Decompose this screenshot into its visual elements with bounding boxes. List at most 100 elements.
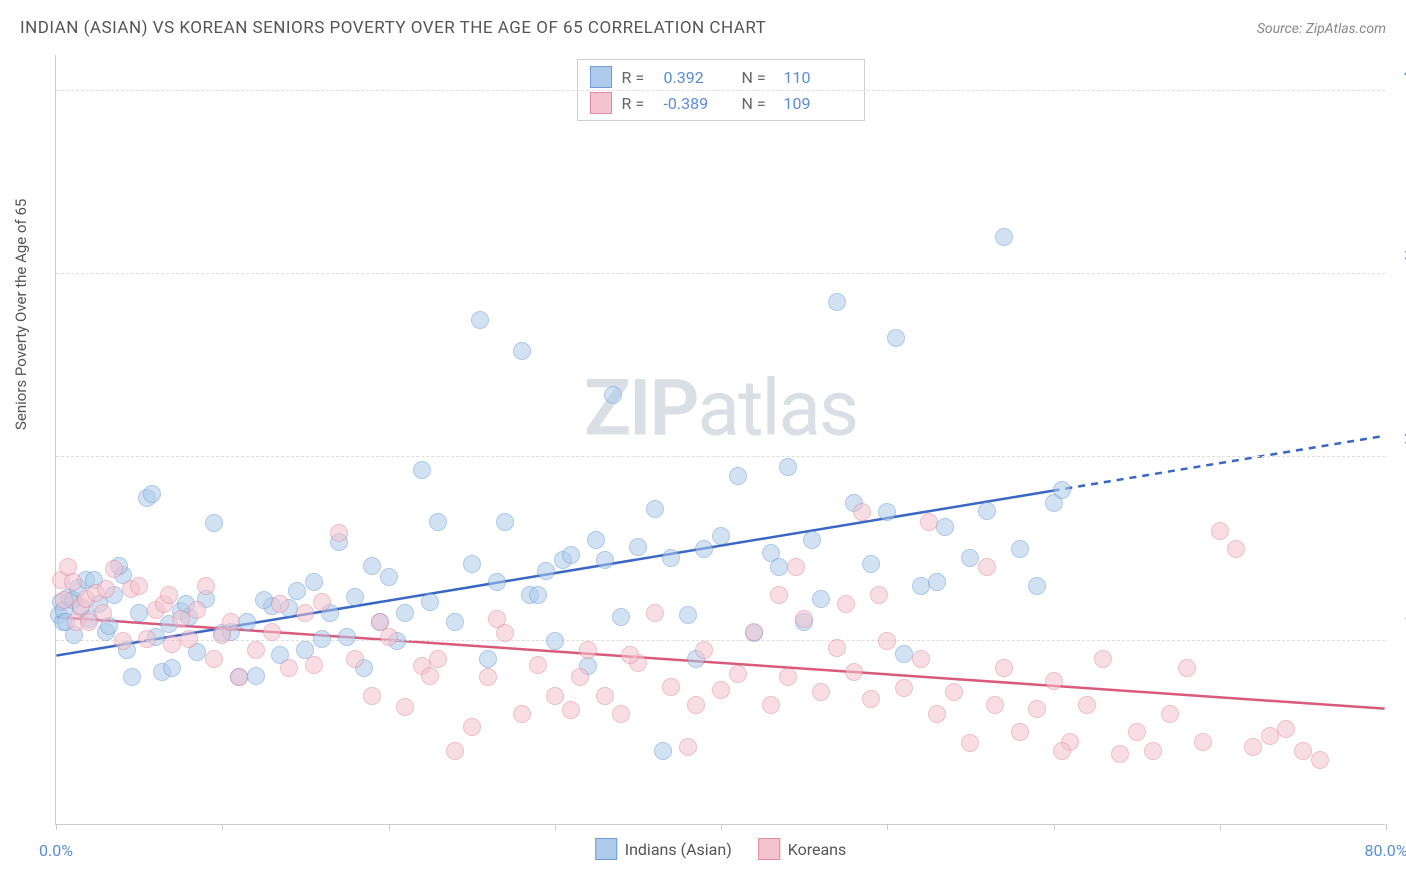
point-indians [471,311,489,329]
point-indians [529,586,547,604]
point-koreans [197,577,215,595]
point-koreans [679,738,697,756]
point-indians [828,293,846,311]
point-indians [363,557,381,575]
point-indians [338,628,356,646]
n-label: N = [742,68,774,87]
point-koreans [1094,650,1112,668]
point-indians [604,386,622,404]
point-koreans [114,632,132,650]
point-koreans [105,560,123,578]
point-koreans [230,668,248,686]
point-koreans [1211,522,1229,540]
point-koreans [371,613,389,631]
source-name: ZipAtlas.com [1306,21,1386,37]
point-koreans [945,683,963,701]
point-koreans [828,639,846,657]
n-value-0: 110 [784,68,852,87]
point-koreans [862,690,880,708]
n-label: N = [742,94,774,113]
point-koreans [612,705,630,723]
point-koreans [160,586,178,604]
point-koreans [1227,540,1245,558]
point-koreans [247,641,265,659]
point-indians [936,518,954,536]
legend-swatch-koreans [590,92,612,114]
gridline [56,456,1385,457]
x-tick [222,824,223,830]
trend-lines [56,55,1385,824]
point-koreans [1244,738,1262,756]
point-indians [629,538,647,556]
point-koreans [912,650,930,668]
point-koreans [222,613,240,631]
point-koreans [762,696,780,714]
y-axis-label: Seniors Poverty Over the Age of 65 [12,199,30,430]
point-koreans [1178,659,1196,677]
point-koreans [845,663,863,681]
point-koreans [346,650,364,668]
point-indians [479,650,497,668]
point-indians [812,590,830,608]
point-koreans [313,593,331,611]
point-koreans [330,524,348,542]
point-indians [463,555,481,573]
x-tick [1386,824,1387,830]
point-koreans [172,610,190,628]
point-indians [729,467,747,485]
point-koreans [263,623,281,641]
point-koreans [94,604,112,622]
point-koreans [853,503,871,521]
point-indians [421,593,439,611]
point-koreans [1311,751,1329,769]
x-tick [721,824,722,830]
point-koreans [1294,742,1312,760]
point-koreans [55,591,73,609]
x-tick [389,824,390,830]
point-indians [1028,577,1046,595]
point-koreans [662,678,680,696]
point-indians [895,645,913,663]
point-koreans [812,683,830,701]
point-indians [130,604,148,622]
point-koreans [895,679,913,697]
point-indians [646,500,664,518]
point-indians [123,668,141,686]
point-koreans [488,610,506,628]
x-tick-label: 80.0% [1365,841,1406,860]
point-indians [995,228,1013,246]
correlation-row-0: R = 0.392 N = 110 [590,64,852,90]
point-koreans [687,696,705,714]
point-koreans [995,659,1013,677]
point-koreans [745,623,763,641]
point-koreans [463,718,481,736]
point-koreans [1144,742,1162,760]
point-koreans [928,705,946,723]
point-indians [380,568,398,586]
point-indians [143,485,161,503]
point-koreans [64,573,82,591]
source-prefix: Source: [1257,21,1306,37]
point-koreans [138,630,156,648]
point-koreans [837,595,855,613]
point-koreans [280,659,298,677]
point-indians [288,582,306,600]
point-koreans [296,604,314,622]
point-koreans [446,742,464,760]
point-indians [238,613,256,631]
point-koreans [429,650,447,668]
point-indians [255,591,273,609]
gridline [56,90,1385,91]
r-label: R = [622,94,654,113]
point-koreans [163,635,181,653]
point-indians [396,604,414,622]
point-koreans [205,650,223,668]
point-indians [862,555,880,573]
x-tick [555,824,556,830]
point-indians [770,558,788,576]
x-tick [887,824,888,830]
point-indians [978,502,996,520]
point-koreans [870,586,888,604]
point-koreans [188,601,206,619]
point-koreans [795,610,813,628]
